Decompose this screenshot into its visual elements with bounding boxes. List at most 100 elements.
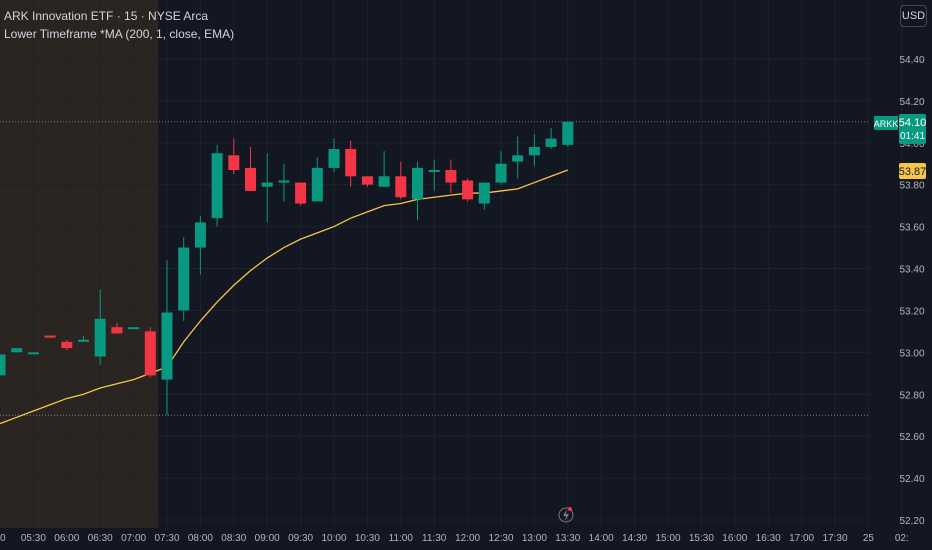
- candle: [478, 182, 490, 210]
- candle: [44, 335, 56, 338]
- y-axis[interactable]: 52.20 52.40 52.60 52.80 53.00 53.20 53.40 53.60…: [899, 55, 924, 527]
- candle: [94, 289, 106, 365]
- candle-body: [311, 167, 323, 202]
- candle-body: [412, 167, 423, 200]
- candles: [0, 121, 574, 416]
- x-tick-label: 09:30: [288, 533, 313, 544]
- y-tick-label: 54.00: [899, 139, 924, 150]
- ma-line: [0, 169, 569, 425]
- y-tick-label: 54.20: [899, 97, 924, 108]
- candle-body: [245, 167, 256, 191]
- x-tick-label: 10:30: [355, 533, 380, 544]
- candle: [128, 327, 140, 330]
- grid: [0, 0, 903, 528]
- candle-body: [378, 176, 390, 187]
- y-tick-label: 54.40: [899, 55, 924, 66]
- y-tick-label: 53.80: [899, 181, 924, 192]
- ma-layer: [0, 169, 569, 425]
- last-price-box: [899, 114, 926, 144]
- x-tick-label: 13:30: [555, 533, 580, 544]
- x-axis[interactable]: 00 05:30 06:00 06:30 07:00 07:30 08:00 08:30 09:…: [0, 533, 909, 544]
- candle: [395, 161, 407, 200]
- candle-body: [361, 176, 373, 185]
- indicator-label[interactable]: Lower Timeframe *MA (200, 1, close, EMA): [4, 27, 235, 41]
- y-tick-label: 53.40: [899, 265, 924, 276]
- candle: [345, 140, 357, 187]
- candle-body: [211, 153, 223, 219]
- candle: [161, 260, 173, 416]
- candle: [512, 136, 524, 179]
- candle-body: [295, 182, 307, 204]
- candle-body: [428, 169, 440, 172]
- x-tick-label: 13:00: [522, 533, 547, 544]
- dotted-levels: [0, 121, 870, 416]
- candle: [311, 157, 323, 202]
- candle: [445, 159, 457, 194]
- candle-body: [328, 149, 340, 168]
- candle: [228, 138, 240, 175]
- candle-body: [0, 354, 6, 376]
- x-tick-label: 06:30: [88, 533, 113, 544]
- x-tick-label: 08:00: [188, 533, 213, 544]
- candle-body: [445, 169, 457, 183]
- candle-body: [278, 180, 290, 183]
- candle-body: [94, 318, 106, 357]
- y-tick-label: 53.00: [899, 348, 924, 359]
- candle-body: [395, 176, 407, 198]
- candle-body: [194, 222, 206, 248]
- x-tick-label: 16:30: [756, 533, 781, 544]
- candle-body: [27, 352, 39, 355]
- y-tick-label: 52.80: [899, 390, 924, 401]
- countdown-label: 01:41: [900, 131, 925, 142]
- candle: [61, 339, 73, 351]
- x-tick-label: 10:00: [321, 533, 346, 544]
- candle: [278, 163, 290, 202]
- candle: [462, 178, 474, 202]
- candle: [27, 352, 39, 355]
- candle-body: [44, 335, 56, 338]
- price-badges: ARKK 54.10 01:41 53.87: [874, 114, 926, 179]
- candle-body: [261, 182, 273, 187]
- candle: [144, 327, 156, 378]
- x-tick-label: 14:30: [622, 533, 647, 544]
- currency-button[interactable]: USD: [900, 5, 927, 27]
- candle-body: [144, 331, 156, 376]
- candle-body: [345, 149, 357, 177]
- candle: [111, 322, 123, 334]
- candle: [78, 335, 89, 342]
- candle: [0, 354, 6, 376]
- candle-body: [545, 138, 557, 147]
- x-tick-label: 15:30: [689, 533, 714, 544]
- x-tick-label: 12:30: [488, 533, 513, 544]
- x-tick-label: 11:30: [422, 533, 447, 544]
- candle-body: [128, 327, 140, 330]
- x-tick-label: 09:00: [255, 533, 280, 544]
- y-tick-label: 53.60: [899, 223, 924, 234]
- candle: [428, 159, 440, 191]
- candle: [245, 146, 256, 191]
- y-tick-label: 53.20: [899, 306, 924, 317]
- symbol-label: ARKK: [874, 119, 899, 129]
- x-tick-label: 00: [0, 533, 6, 544]
- candle: [11, 348, 23, 353]
- candle: [295, 182, 307, 206]
- y-tick-label: 52.60: [899, 432, 924, 443]
- x-tick-label: 11:00: [389, 533, 414, 544]
- lightning-icon[interactable]: [558, 507, 574, 523]
- candle: [194, 216, 206, 275]
- x-tick-label: 17:30: [822, 533, 847, 544]
- candle-body: [61, 341, 73, 349]
- candle-body: [512, 155, 524, 162]
- candle-body: [528, 146, 540, 156]
- x-tick-label: 16:00: [722, 533, 747, 544]
- candle-body: [495, 163, 507, 183]
- candle: [495, 151, 507, 185]
- x-tick-label: 02:: [895, 533, 909, 544]
- y-tick-label: 52.40: [899, 474, 924, 485]
- candle-body: [462, 180, 474, 200]
- candle: [562, 121, 574, 147]
- x-tick-label: 17:00: [789, 533, 814, 544]
- candle: [261, 153, 273, 223]
